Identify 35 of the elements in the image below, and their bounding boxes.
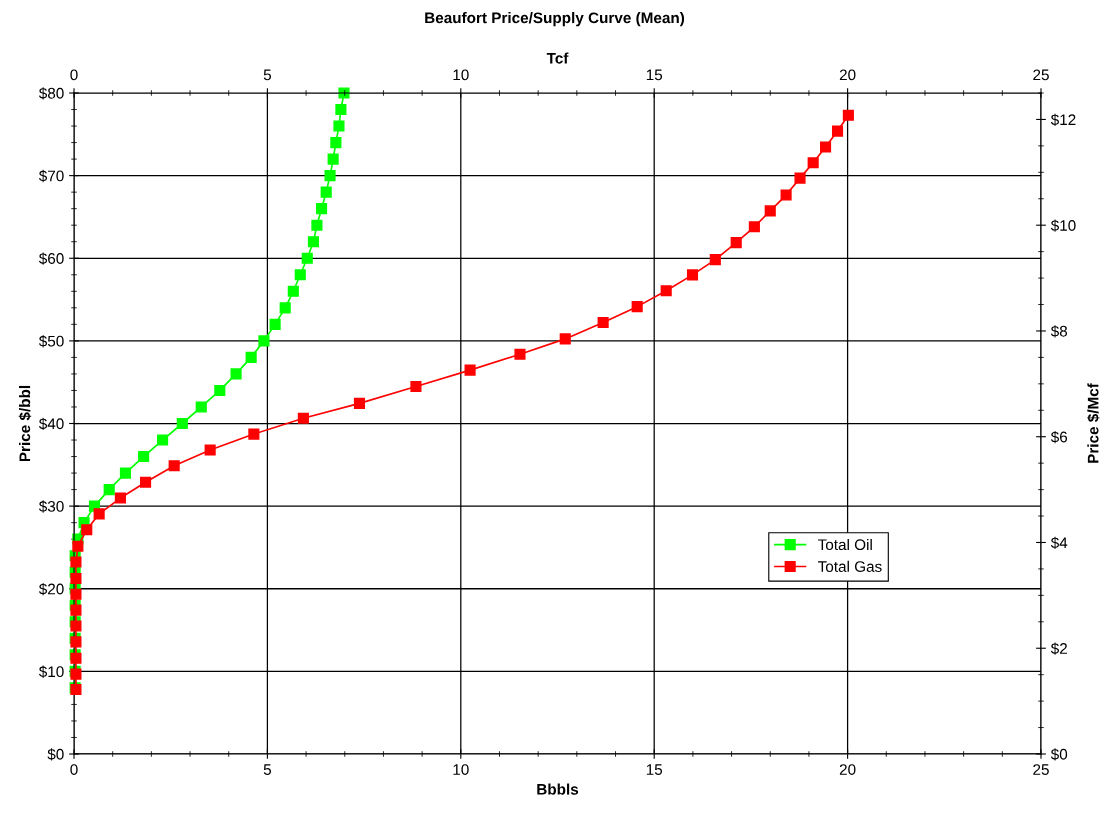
x2-tick-label: 0 (70, 69, 78, 81)
y2-tick-label: $6 (1050, 430, 1068, 444)
x2-tick-label: 25 (1033, 69, 1049, 81)
x2-tick-label: 15 (646, 69, 663, 81)
y2-tick-label: $8 (1050, 325, 1068, 338)
x-tick-label: 20 (839, 764, 856, 775)
y-tick-label: $10 (38, 665, 64, 678)
y-tick-label: $80 (38, 87, 64, 100)
y-tick-label: $30 (38, 500, 64, 513)
x-axis-title: Bbbls (537, 783, 579, 795)
legend-label: Total Oil (818, 538, 872, 551)
y-tick-label: $50 (38, 335, 64, 348)
chart-title: Beaufort Price/Supply Curve (Mean) (425, 12, 685, 27)
x2-tick-label: 10 (453, 69, 469, 81)
x2-axis-title: Tcf (546, 52, 569, 64)
x-tick-label: 5 (263, 764, 272, 775)
x2-tick-label: 20 (839, 69, 856, 81)
y-tick-label: $40 (38, 417, 64, 431)
x-tick-label: 15 (646, 764, 663, 775)
y2-tick-label: $10 (1050, 219, 1076, 232)
y2-tick-label: $4 (1050, 536, 1068, 550)
x-tick-label: 25 (1033, 764, 1049, 775)
x2-tick-label: 5 (263, 69, 272, 81)
legend-label: Total Gas (818, 560, 882, 572)
y2-tick-label: $0 (1050, 748, 1068, 761)
x-tick-label: 10 (453, 764, 469, 775)
x-tick-label: 0 (70, 764, 78, 775)
y-tick-label: $20 (38, 582, 64, 596)
y2-tick-label: $2 (1050, 642, 1067, 655)
y-tick-label: $60 (38, 252, 64, 265)
y-axis-title: Price $/bbl (18, 385, 32, 462)
y-tick-label: $0 (47, 748, 64, 761)
y-tick-label: $70 (38, 169, 64, 183)
y2-axis-title: Price $/Mcf (1087, 383, 1100, 463)
y2-tick-label: $12 (1050, 113, 1076, 127)
